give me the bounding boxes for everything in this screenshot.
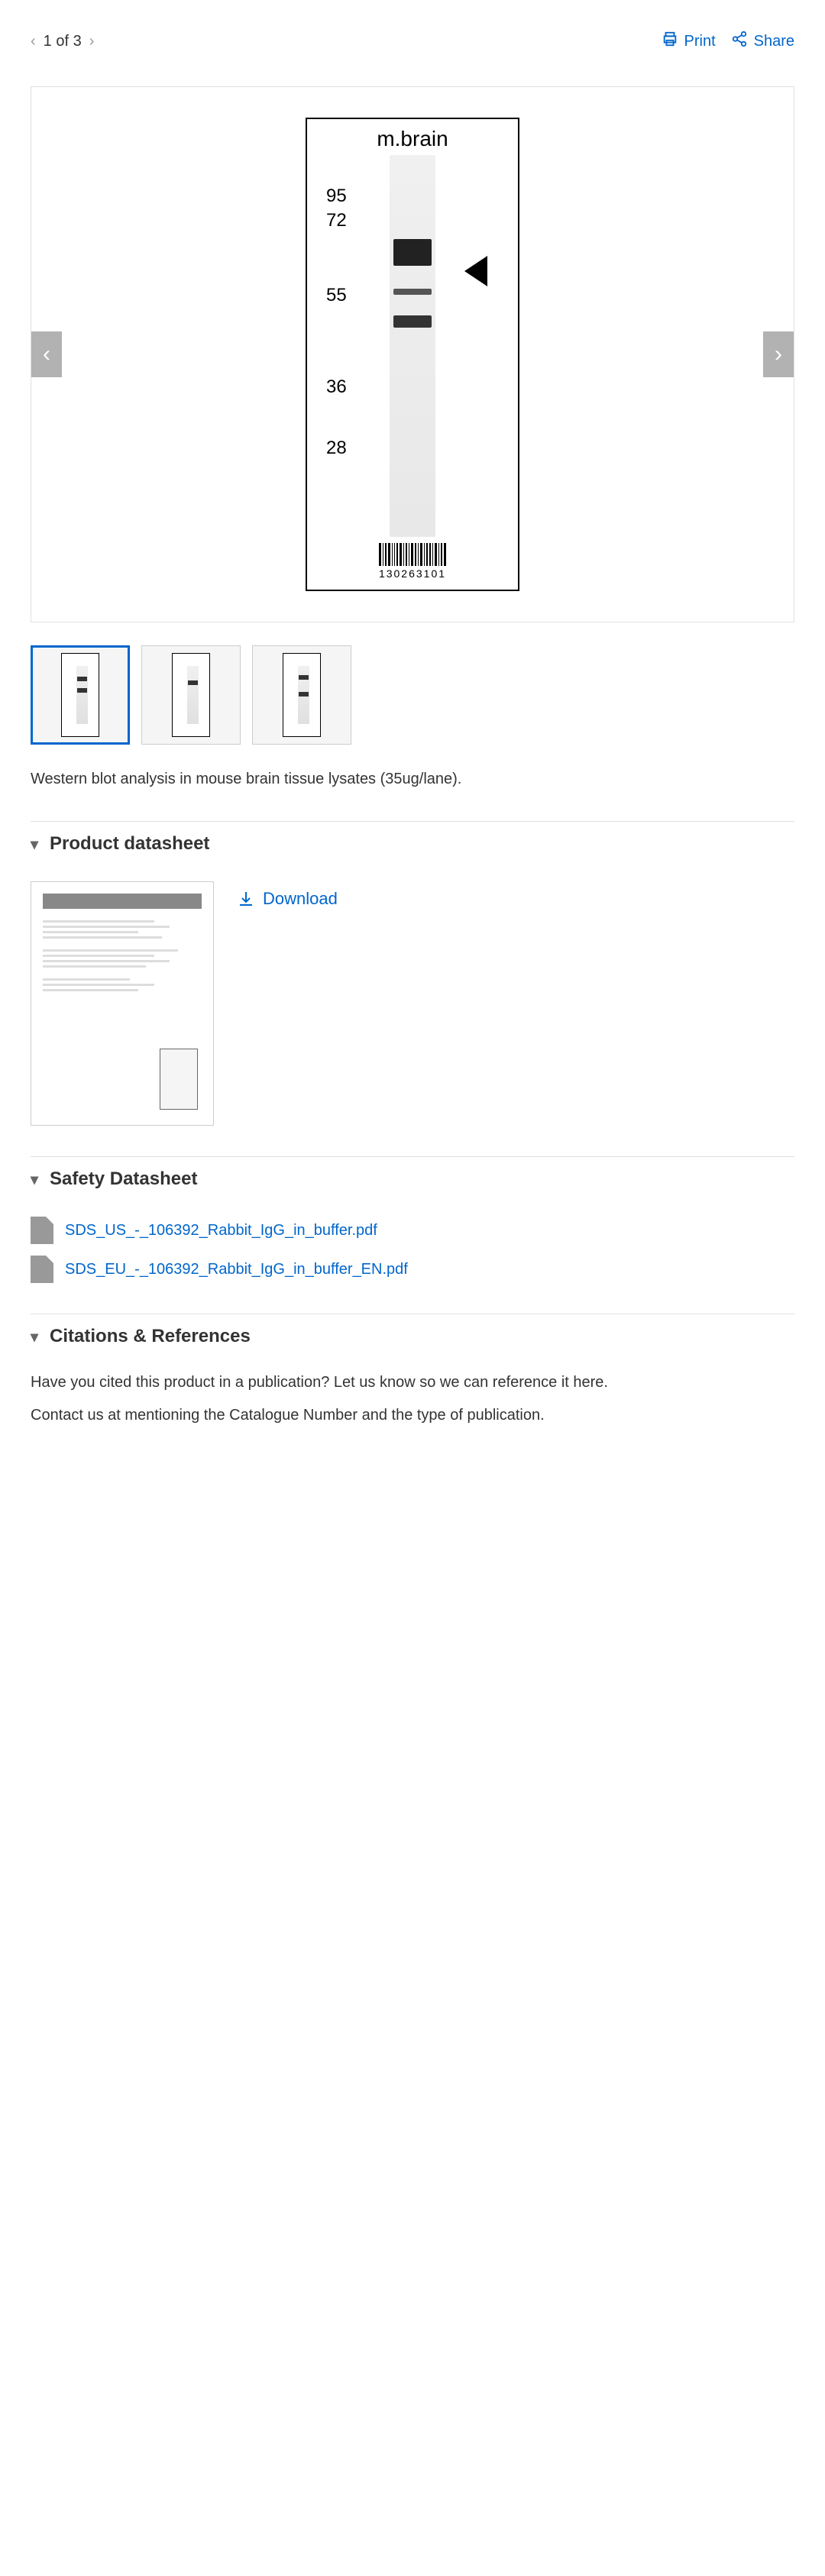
blot-band-2 [393, 289, 432, 295]
share-button[interactable]: Share [731, 31, 794, 52]
chevron-down-icon: ▾ [31, 835, 38, 854]
target-band-arrow-icon [464, 256, 487, 286]
western-blot-figure: m.brain 95 72 55 36 28 [306, 118, 519, 591]
datasheet-section-header[interactable]: ▾ Product datasheet [31, 821, 794, 866]
print-button[interactable]: Print [662, 31, 716, 52]
mw-marker-28: 28 [326, 438, 347, 459]
blot-band-3 [393, 315, 432, 328]
citations-body: Contact us at mentioning the Catalogue N… [31, 1403, 794, 1427]
mw-marker-55: 55 [326, 285, 347, 306]
viewer-next-button[interactable]: › [763, 331, 794, 377]
viewer-nav: ‹ 1 of 3 › Print [31, 31, 794, 63]
chevron-down-icon: ▾ [31, 1327, 38, 1346]
citations-section-header[interactable]: ▾ Citations & References [31, 1314, 794, 1359]
chevron-down-icon: ▾ [31, 1170, 38, 1189]
thumbnail-2[interactable] [141, 645, 241, 745]
blot-band-main [393, 239, 432, 266]
datasheet-section-title: Product datasheet [50, 833, 209, 855]
barcode: 130263101 [315, 543, 510, 580]
download-icon [237, 890, 255, 908]
mw-marker-36: 36 [326, 377, 347, 398]
figure-caption: Western blot analysis in mouse brain tis… [31, 768, 794, 790]
barcode-number: 130263101 [315, 567, 510, 580]
download-label: Download [263, 889, 338, 909]
blot-lane [390, 155, 435, 537]
thumbnail-strip [31, 645, 794, 745]
sds-section-title: Safety Datasheet [50, 1168, 197, 1190]
thumbnail-3[interactable] [252, 645, 351, 745]
sds-link-us[interactable]: SDS_US_-_106392_Rabbit_IgG_in_buffer.pdf [65, 1222, 377, 1240]
image-viewer: ‹ › m.brain 95 72 55 36 28 [31, 86, 794, 622]
download-datasheet-button[interactable]: Download [237, 889, 338, 909]
sds-section-header[interactable]: ▾ Safety Datasheet [31, 1156, 794, 1201]
mw-marker-72: 72 [326, 210, 347, 231]
share-icon [731, 31, 748, 52]
image-counter: 1 of 3 [44, 33, 82, 50]
pdf-icon [31, 1256, 53, 1283]
viewer-prev-button[interactable]: ‹ [31, 331, 62, 377]
blot-lane-label: m.brain [315, 127, 510, 151]
barcode-lines [315, 543, 510, 566]
thumbnail-1[interactable] [31, 645, 130, 745]
print-label: Print [684, 33, 716, 50]
sds-item-1: SDS_US_-_106392_Rabbit_IgG_in_buffer.pdf [31, 1217, 794, 1244]
nav-arrow-prev-inline[interactable]: ‹ [31, 33, 36, 50]
pdf-icon [31, 1217, 53, 1244]
sds-item-2: SDS_EU_-_106392_Rabbit_IgG_in_buffer_EN.… [31, 1256, 794, 1283]
sds-link-eu[interactable]: SDS_EU_-_106392_Rabbit_IgG_in_buffer_EN.… [65, 1261, 408, 1278]
print-icon [662, 31, 678, 52]
mw-marker-95: 95 [326, 186, 347, 207]
datasheet-preview[interactable] [31, 881, 214, 1126]
citations-intro: Have you cited this product in a publica… [31, 1374, 794, 1391]
share-label: Share [754, 33, 794, 50]
citations-section-title: Citations & References [50, 1326, 251, 1347]
nav-arrow-next-inline[interactable]: › [89, 33, 95, 50]
